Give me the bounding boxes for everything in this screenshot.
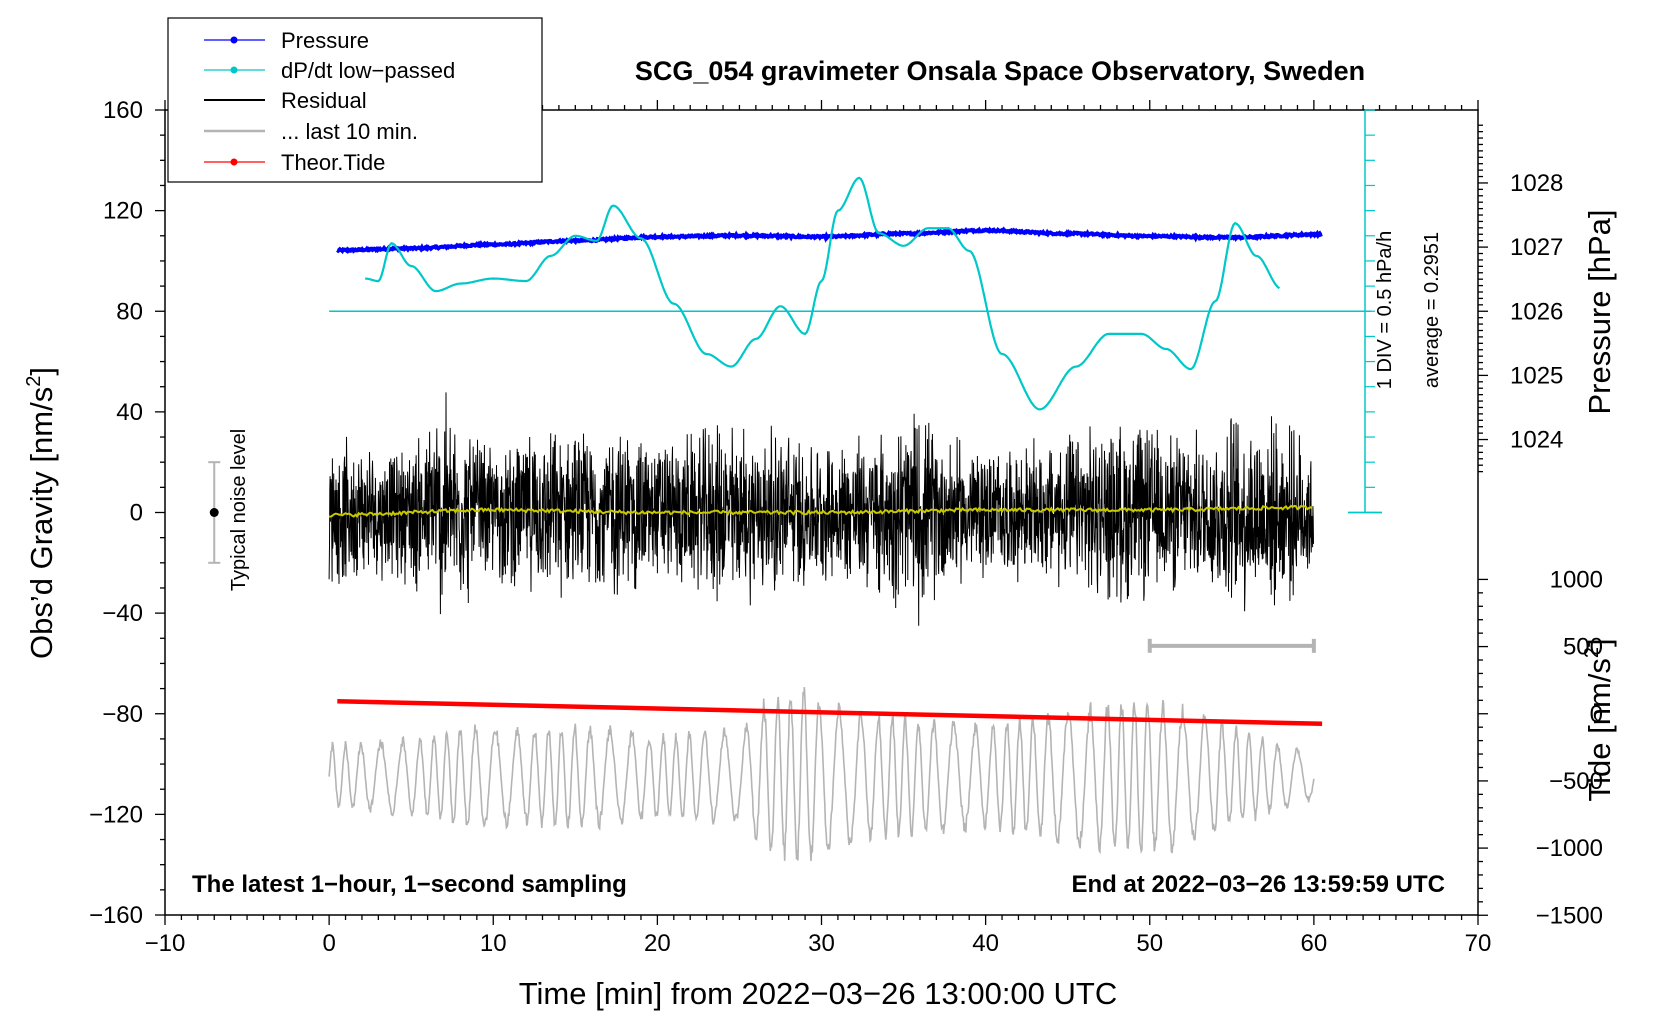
legend-tide-label: Theor.Tide xyxy=(281,150,385,175)
y-tick-label: −80 xyxy=(102,701,143,728)
tide-tick-label: 1000 xyxy=(1550,566,1603,593)
noise-bar-center-dot xyxy=(209,508,219,517)
pressure-axis-ticks: 1028 1027 1026 1025 1024 xyxy=(1478,124,1563,473)
y-axis-label-tide-end: ] xyxy=(1582,638,1617,647)
y-axis-label-left-main: Obs’d Gravity [nm/s xyxy=(24,387,59,659)
dpdt-scale-bar xyxy=(1348,109,1382,514)
y-axis-label-left-end: ] xyxy=(24,367,59,376)
y-tick-label: 120 xyxy=(103,198,143,225)
pressure-tick-label: 1027 xyxy=(1510,234,1563,261)
x-tick-label: 0 xyxy=(322,930,335,957)
latest-sampling-note: The latest 1−hour, 1−second sampling xyxy=(192,871,627,898)
tide-axis-ticks: 1000 500 0 −500 −1000 −1500 xyxy=(1478,566,1603,929)
legend-pressure-marker xyxy=(230,36,238,44)
tide-tick-label: −1500 xyxy=(1536,902,1603,929)
y-tick-label: 160 xyxy=(103,97,143,124)
x-axis-label: Time [min] from 2022−03−26 13:00:00 UTC xyxy=(519,976,1118,1011)
y-axis-label-left-sup: 2 xyxy=(23,376,45,387)
pressure-tick-label: 1026 xyxy=(1510,298,1563,325)
x-tick-label: 30 xyxy=(808,930,835,957)
y-tick-label: 0 xyxy=(130,500,143,527)
chart-title: SCG_054 gravimeter Onsala Space Observat… xyxy=(635,56,1365,86)
tide-tick-label: −500 xyxy=(1549,768,1603,795)
series-pressure-line xyxy=(336,226,1323,255)
series-residual-line xyxy=(328,392,1314,626)
x-tick-label: 50 xyxy=(1136,930,1163,957)
series-theor-tide-line xyxy=(337,698,1323,727)
y-tick-label: −40 xyxy=(102,600,143,627)
typical-noise-bar xyxy=(208,461,221,564)
series-residual-smoothed-line xyxy=(329,504,1313,519)
tide-tick-label: 500 xyxy=(1563,634,1603,661)
y-tick-label: 80 xyxy=(116,298,143,325)
x-tick-label: −10 xyxy=(145,930,186,957)
x-tick-label: 20 xyxy=(644,930,671,957)
legend-dpdt-label: dP/dt low−passed xyxy=(281,58,455,83)
x-tick-label: 10 xyxy=(480,930,507,957)
y-axis-label-left: Obs’d Gravity [nm/s2] xyxy=(23,367,59,659)
x-axis-ticks: −10 0 10 20 30 40 50 60 70 xyxy=(145,100,1492,957)
y-axis-label-tide: Tide [nm/s2] xyxy=(1581,638,1617,801)
legend: Pressure dP/dt low−passed Residual ... l… xyxy=(167,17,543,183)
x-tick-label: 40 xyxy=(972,930,999,957)
legend-last10-label: ... last 10 min. xyxy=(281,119,418,144)
legend-dpdt-marker xyxy=(230,66,238,74)
end-time-note: End at 2022−03−26 13:59:59 UTC xyxy=(1071,871,1445,898)
average-label: average = 0.2951 xyxy=(1421,232,1443,388)
legend-tide-marker xyxy=(230,158,238,166)
legend-residual-label: Residual xyxy=(281,88,367,113)
y-axis-label-tide-sup: 2 xyxy=(1581,647,1603,658)
series-layer xyxy=(328,176,1372,862)
pressure-tick-label: 1024 xyxy=(1510,427,1563,454)
pressure-tick-label: 1028 xyxy=(1510,170,1563,197)
y-axis-label-pressure: Pressure [hPa] xyxy=(1582,209,1617,414)
y-axis-ticks: 160 120 80 40 0 −40 −80 −120 −160 xyxy=(89,97,165,929)
legend-pressure-label: Pressure xyxy=(281,28,369,53)
y-tick-label: −120 xyxy=(89,801,143,828)
tide-tick-label: 0 xyxy=(1590,701,1603,728)
last-10-min-range-bar xyxy=(1147,638,1316,653)
y-tick-label: 40 xyxy=(116,399,143,426)
series-dpdt-line xyxy=(365,176,1281,411)
x-tick-label: 70 xyxy=(1465,930,1492,957)
pressure-tick-label: 1025 xyxy=(1510,362,1563,389)
x-tick-label: 60 xyxy=(1301,930,1328,957)
y-axis-label-tide-main: Tide [nm/s xyxy=(1582,658,1617,802)
div-scale-label: 1 DIV = 0.5 hPa/h xyxy=(1374,231,1396,389)
series-last-10-min-line xyxy=(328,687,1315,862)
typical-noise-label: Typical noise level xyxy=(228,429,250,591)
y-tick-label: −160 xyxy=(89,902,143,929)
tide-tick-label: −1000 xyxy=(1536,835,1603,862)
